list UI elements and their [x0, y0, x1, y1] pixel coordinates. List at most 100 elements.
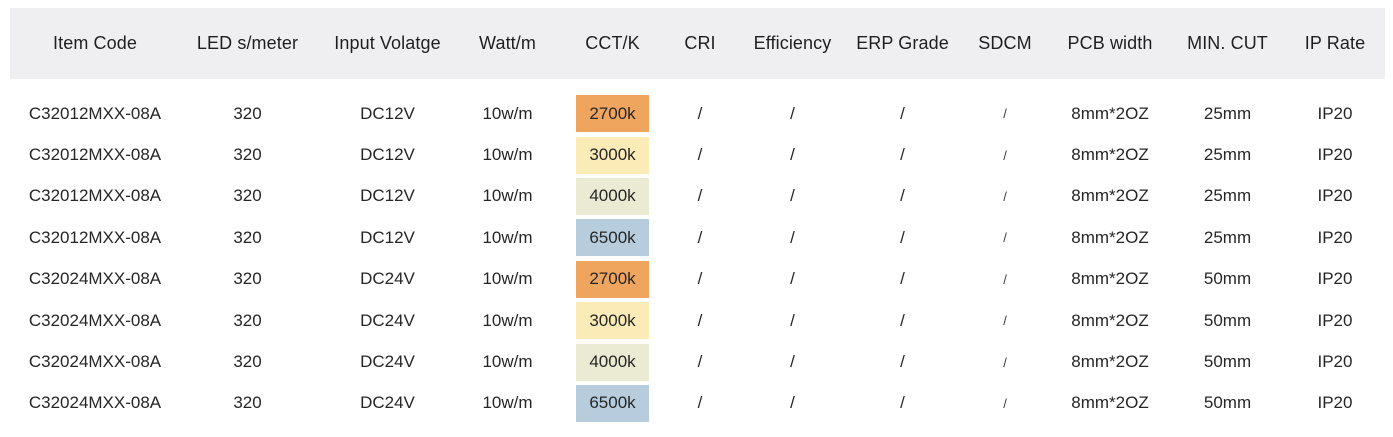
cell-erp-grade: / [900, 145, 905, 165]
column-header-leds-per-meter: LED s/meter [196, 33, 299, 53]
cell-sdcm: / [1003, 230, 1007, 246]
cell-cct-k: 3000k [555, 136, 670, 174]
cell-watt-per-m: 10w/m [482, 352, 533, 372]
cell-ip-rate: IP20 [1317, 145, 1353, 165]
cell-efficiency: / [790, 310, 795, 330]
cell-ip-rate: IP20 [1317, 393, 1353, 413]
cell-erp-grade: / [900, 310, 905, 330]
cell-leds-per-meter: 320 [233, 186, 262, 206]
cell-leds-per-meter: 320 [233, 393, 262, 413]
cell-cct-k: 4000k [555, 177, 670, 215]
cell-input-voltage: DC24V [360, 269, 415, 289]
cell-leds-per-meter: 320 [233, 352, 262, 372]
cell-ip-rate: IP20 [1317, 227, 1353, 247]
cell-min-cut: 25mm [1203, 145, 1252, 165]
table-row: C32024MXX-08A 320 DC24V 10w/m 4000k / / / / 8mm*2… [10, 341, 1385, 382]
cell-watt-per-m: 10w/m [482, 310, 533, 330]
cell-cct-k: 2700k [555, 260, 670, 298]
cell-sdcm: / [1003, 395, 1007, 411]
cell-input-voltage: DC12V [360, 227, 415, 247]
cell-cri: / [697, 393, 703, 413]
cell-ip-rate: IP20 [1317, 186, 1353, 206]
table-body: C32012MXX-08A 320 DC12V 10w/m 2700k / / / / 8mm*2… [10, 93, 1385, 424]
cell-watt-per-m: 10w/m [482, 145, 533, 165]
column-header-sdcm: SDCM [978, 33, 1032, 53]
cell-cri: / [697, 352, 703, 372]
cell-pcb-width: 8mm*2OZ [1071, 145, 1149, 165]
table-row: C32012MXX-08A 320 DC12V 10w/m 2700k / / / / 8mm*2… [10, 93, 1385, 134]
column-header-item-code: Item Code [53, 33, 137, 53]
cell-cri: / [697, 227, 703, 247]
cell-leds-per-meter: 320 [233, 103, 262, 123]
table-row: C32024MXX-08A 320 DC24V 10w/m 2700k / / / / 8mm*2… [10, 259, 1385, 300]
cell-ip-rate: IP20 [1317, 310, 1353, 330]
cell-efficiency: / [790, 103, 795, 123]
cell-leds-per-meter: 320 [233, 310, 262, 330]
cell-cri: / [697, 269, 703, 289]
cell-min-cut: 50mm [1203, 352, 1252, 372]
cell-efficiency: / [790, 352, 795, 372]
cell-min-cut: 25mm [1203, 186, 1252, 206]
cell-watt-per-m: 10w/m [482, 227, 533, 247]
cct-color-swatch: 2700k [576, 260, 649, 298]
column-header-erp-grade: ERP Grade [856, 33, 949, 53]
table-row: C32024MXX-08A 320 DC24V 10w/m 3000k / / / / 8mm*2… [10, 300, 1385, 341]
cell-item-code: C32012MXX-08A [28, 145, 162, 165]
cell-leds-per-meter: 320 [233, 145, 262, 165]
cell-ip-rate: IP20 [1317, 269, 1353, 289]
cell-leds-per-meter: 320 [233, 269, 262, 289]
cell-sdcm: / [1003, 313, 1007, 329]
cct-color-swatch: 4000k [576, 177, 649, 215]
cell-efficiency: / [790, 186, 795, 206]
cell-sdcm: / [1003, 106, 1007, 122]
cell-input-voltage: DC12V [360, 145, 415, 165]
column-header-watt-per-m: Watt/m [479, 33, 536, 53]
cell-efficiency: / [790, 227, 795, 247]
cell-input-voltage: DC24V [360, 310, 415, 330]
cell-cri: / [697, 186, 703, 206]
column-header-cct-k: CCT/K [585, 33, 640, 53]
cell-pcb-width: 8mm*2OZ [1071, 269, 1149, 289]
cell-erp-grade: / [900, 393, 905, 413]
cct-color-swatch: 2700k [576, 95, 649, 133]
cell-sdcm: / [1003, 354, 1007, 370]
cell-item-code: C32024MXX-08A [28, 352, 162, 372]
column-header-pcb-width: PCB width [1067, 33, 1153, 53]
cell-efficiency: / [790, 393, 795, 413]
cell-min-cut: 50mm [1203, 393, 1252, 413]
cell-pcb-width: 8mm*2OZ [1071, 393, 1149, 413]
table-row: C32024MXX-08A 320 DC24V 10w/m 6500k / / / / 8mm*2… [10, 383, 1385, 424]
cell-min-cut: 50mm [1203, 310, 1252, 330]
table-header-row: Item Code LED s/meter Input Volatge Watt… [10, 8, 1385, 79]
cell-input-voltage: DC24V [360, 352, 415, 372]
cct-color-swatch: 3000k [576, 302, 649, 340]
cell-min-cut: 25mm [1203, 103, 1252, 123]
cct-color-swatch: 6500k [576, 384, 649, 422]
cell-erp-grade: / [900, 352, 905, 372]
cell-sdcm: / [1003, 147, 1007, 163]
cell-cri: / [697, 103, 703, 123]
cell-cri: / [697, 310, 703, 330]
led-spec-table: Item Code LED s/meter Input Volatge Watt… [10, 8, 1385, 424]
cell-cct-k: 4000k [555, 343, 670, 381]
cell-pcb-width: 8mm*2OZ [1071, 352, 1149, 372]
cell-sdcm: / [1003, 271, 1007, 287]
table-row: C32012MXX-08A 320 DC12V 10w/m 4000k / / / / 8mm*2… [10, 176, 1385, 217]
cell-leds-per-meter: 320 [233, 227, 262, 247]
cell-erp-grade: / [900, 103, 905, 123]
column-header-efficiency: Efficiency [753, 33, 832, 53]
cell-pcb-width: 8mm*2OZ [1071, 103, 1149, 123]
column-header-min-cut: MIN. CUT [1187, 33, 1268, 53]
cell-cri: / [697, 145, 703, 165]
cell-min-cut: 50mm [1203, 269, 1252, 289]
cell-pcb-width: 8mm*2OZ [1071, 186, 1149, 206]
cell-erp-grade: / [900, 269, 905, 289]
cell-cct-k: 6500k [555, 219, 670, 257]
cell-erp-grade: / [900, 186, 905, 206]
cell-item-code: C32012MXX-08A [28, 103, 162, 123]
cell-erp-grade: / [900, 227, 905, 247]
cell-item-code: C32012MXX-08A [28, 227, 162, 247]
cell-efficiency: / [790, 145, 795, 165]
cell-pcb-width: 8mm*2OZ [1071, 227, 1149, 247]
